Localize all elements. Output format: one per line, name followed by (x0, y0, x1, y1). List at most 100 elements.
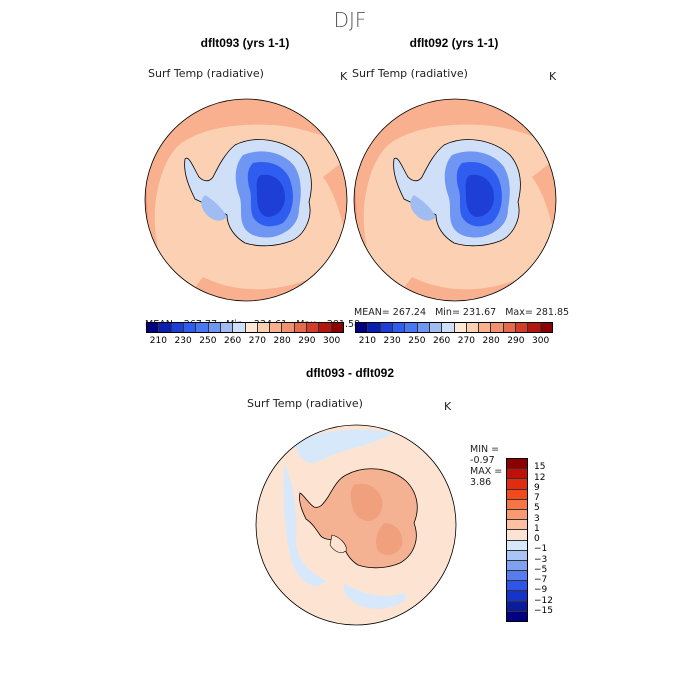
colorbar-label: −1 (534, 544, 548, 555)
colorbar-label: 280 (482, 336, 500, 346)
colorbar-swatch (442, 323, 455, 332)
colorbar-swatch (507, 611, 527, 621)
colorbar-label: 280 (273, 336, 291, 346)
colorbar-swatch (429, 323, 443, 332)
colorbar-label: 210 (358, 336, 376, 346)
diff-min-value: -0.97 (470, 455, 495, 466)
diff-max-value: 3.86 (470, 477, 492, 488)
panel-2-map (353, 98, 557, 302)
colorbar-swatch (405, 323, 418, 332)
colorbar-swatches (355, 322, 553, 333)
colorbar-swatch (507, 540, 527, 551)
colorbar-swatch (507, 469, 527, 480)
colorbar-label: 12 (534, 472, 546, 483)
diff-max-label: MAX = (470, 466, 503, 477)
diff-panel-units: K (444, 400, 452, 413)
colorbar-label: 260 (224, 336, 242, 346)
colorbar-labels: 210 230 250 260 270 280 290 300 (146, 336, 344, 348)
colorbar-swatch (368, 323, 381, 332)
colorbar-label: 270 (248, 336, 266, 346)
colorbar-label: −15 (534, 605, 553, 616)
colorbar-swatch (507, 591, 527, 602)
colorbar-swatch (307, 323, 320, 332)
colorbar-swatch (491, 323, 504, 332)
colorbar-label: 15 (534, 462, 546, 473)
colorbar-swatch (507, 479, 527, 490)
diff-min-label: MIN = (470, 444, 500, 455)
panel-2-stats: MEAN= 267.24 Min= 231.67 Max= 281.85 (354, 307, 570, 318)
colorbar-swatch (183, 323, 197, 332)
colorbar-swatch (507, 560, 527, 572)
colorbar-swatch (507, 601, 527, 612)
colorbar-swatch (380, 323, 393, 332)
colorbar-label: 9 (534, 482, 540, 493)
colorbar-swatch (331, 323, 343, 332)
colorbar-swatch (245, 323, 258, 332)
colorbar-swatch (294, 323, 308, 332)
colorbar-label: 0 (534, 534, 540, 544)
colorbar-swatch (507, 489, 527, 500)
diff-min-max: MIN = -0.97 MAX = 3.86 (464, 433, 502, 488)
colorbar-label: 290 (298, 336, 316, 346)
colorbar-swatches (506, 458, 528, 622)
colorbar-swatch (466, 323, 480, 332)
colorbar-label: 1 (534, 523, 540, 534)
colorbar-swatch (159, 323, 172, 332)
colorbar-label: 250 (199, 336, 217, 346)
panel-1-colorbar: 210 230 250 260 270 280 290 300 (146, 322, 344, 352)
colorbar-labels: 210 230 250 260 270 280 290 300 (355, 336, 553, 348)
colorbar-swatch (208, 323, 221, 332)
colorbar-label: 7 (534, 493, 540, 503)
panel-1-title: dflt093 (yrs 1-1) (200, 36, 290, 50)
colorbar-swatch (507, 459, 527, 470)
colorbar-label: −3 (534, 554, 548, 565)
colorbar-label: 3 (534, 513, 540, 524)
colorbar-label: 300 (323, 336, 341, 346)
diff-panel-title: dflt093 - dflt092 (305, 366, 395, 380)
colorbar-swatch (507, 581, 527, 592)
panel-1-map (144, 98, 348, 302)
colorbar-swatch (507, 520, 527, 531)
colorbar-swatch (528, 323, 541, 332)
colorbar-swatch (356, 323, 369, 332)
colorbar-label: 230 (174, 336, 192, 346)
page-title: DJF (333, 8, 367, 32)
colorbar-swatch (171, 323, 184, 332)
colorbar-swatch (507, 530, 527, 541)
colorbar-swatch (516, 323, 529, 332)
colorbar-swatch (540, 323, 552, 332)
colorbar-label: 260 (433, 336, 451, 346)
diff-colorbar: 15 12 9 7 5 3 1 0 −1 −3 −5 −7 −9 −12 −15 (506, 458, 566, 624)
colorbar-swatch (392, 323, 406, 332)
colorbar-swatch (319, 323, 332, 332)
colorbar-label: 270 (457, 336, 475, 346)
colorbar-swatch (507, 571, 527, 582)
colorbar-label: 5 (534, 503, 540, 514)
colorbar-label: −7 (534, 575, 548, 585)
colorbar-swatch (454, 323, 467, 332)
colorbar-labels: 15 12 9 7 5 3 1 0 −1 −3 −5 −7 −9 −12 −15 (534, 458, 568, 622)
diff-panel-variable: Surf Temp (radiative) (247, 397, 363, 410)
panel-2-units: K (549, 70, 557, 83)
colorbar-swatch (479, 323, 492, 332)
panel-1-variable: Surf Temp (radiative) (148, 67, 264, 80)
panel-2-variable: Surf Temp (radiative) (352, 67, 468, 80)
colorbar-swatch (147, 323, 160, 332)
colorbar-label: −5 (534, 564, 548, 575)
panel-2-title: dflt092 (yrs 1-1) (409, 36, 499, 50)
colorbar-label: 250 (408, 336, 426, 346)
panel-2-colorbar: 210 230 250 260 270 280 290 300 (355, 322, 553, 352)
colorbar-swatch (507, 509, 527, 521)
colorbar-label: 300 (532, 336, 550, 346)
colorbar-swatch (270, 323, 283, 332)
colorbar-swatch (507, 499, 527, 510)
panel-1-units: K (340, 70, 348, 83)
colorbar-swatch (507, 550, 527, 561)
colorbar-label: 210 (149, 336, 167, 346)
colorbar-label: −9 (534, 585, 548, 596)
colorbar-label: 290 (507, 336, 525, 346)
diff-map (255, 424, 457, 626)
colorbar-swatches (146, 322, 344, 333)
colorbar-swatch (196, 323, 209, 332)
colorbar-swatch (417, 323, 430, 332)
